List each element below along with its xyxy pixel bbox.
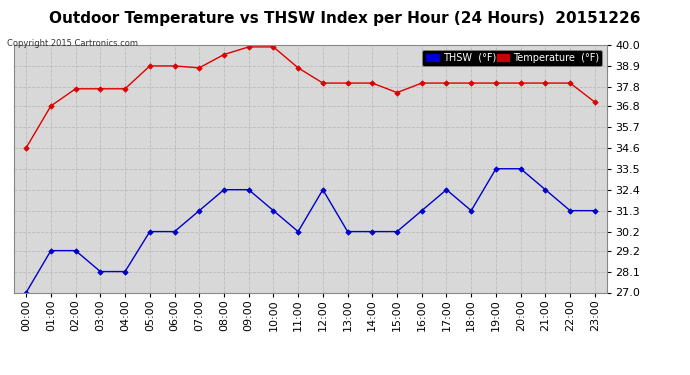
Text: Copyright 2015 Cartronics.com: Copyright 2015 Cartronics.com: [7, 39, 138, 48]
Legend: THSW  (°F), Temperature  (°F): THSW (°F), Temperature (°F): [422, 50, 602, 66]
Text: Outdoor Temperature vs THSW Index per Hour (24 Hours)  20151226: Outdoor Temperature vs THSW Index per Ho…: [49, 11, 641, 26]
